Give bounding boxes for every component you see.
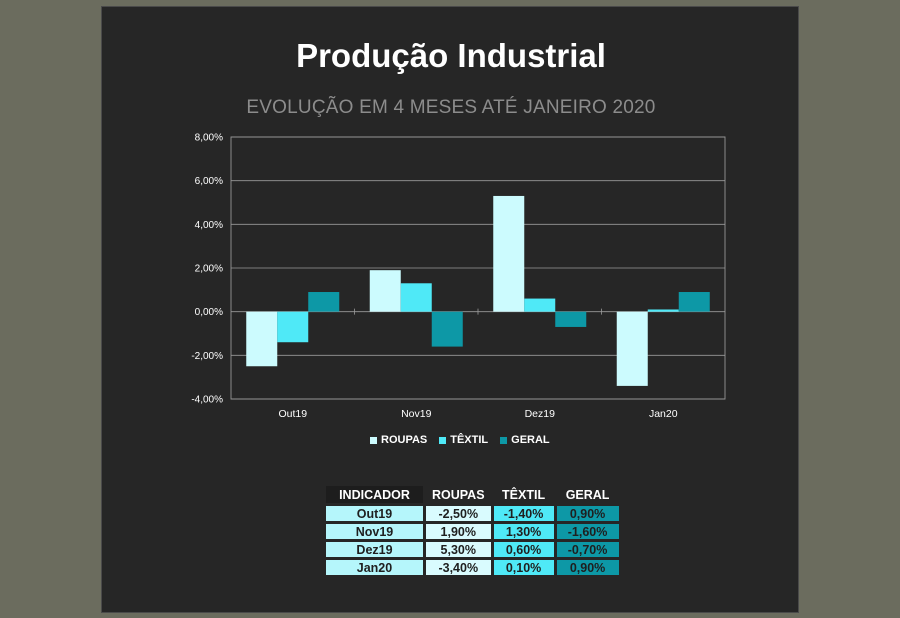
cell-textil: 1,30% [493, 524, 554, 539]
table-row: Jan20 -3,40% 0,10% 0,90% [326, 560, 619, 575]
cell-geral: -0,70% [556, 542, 619, 557]
header-indicador: INDICADOR [326, 486, 423, 503]
chart-panel: Produção Industrial EVOLUÇÃO EM 4 MESES … [101, 6, 799, 613]
y-tick-label: -2,00% [191, 351, 223, 362]
table-row: Dez19 5,30% 0,60% -0,70% [326, 542, 619, 557]
bar-roupas-nov19 [369, 270, 401, 312]
table-row: Nov19 1,90% 1,30% -1,60% [326, 524, 619, 539]
legend-item-roupas: ROUPAS [370, 434, 427, 446]
table-row: Out19 -2,50% -1,40% 0,90% [326, 506, 619, 521]
x-tick-label: Out19 [278, 408, 307, 420]
legend-item-textil: TÊXTIL [439, 434, 488, 446]
cell-indicador: Out19 [326, 506, 423, 521]
chart-subtitle: EVOLUÇÃO EM 4 MESES ATÉ JANEIRO 2020 [246, 97, 656, 118]
cell-indicador: Jan20 [326, 560, 423, 575]
cell-textil: -1,40% [493, 506, 554, 521]
table-header-row: INDICADOR ROUPAS TÊXTIL GERAL [326, 486, 619, 503]
bar-geral-jan20 [678, 292, 710, 312]
legend-label-textil: TÊXTIL [450, 434, 489, 446]
bar-textil-dez19 [524, 298, 556, 312]
y-tick-label: 8,00% [195, 133, 223, 144]
cell-roupas: -3,40% [426, 560, 491, 575]
bar-roupas-dez19 [493, 195, 525, 312]
bar-chart: -4,00% -2,00% 0,00% 2,00% 4,00% 6,00% 8,00% Out… [191, 133, 726, 420]
legend-label-roupas: ROUPAS [381, 434, 428, 446]
y-tick-label: -4,00% [191, 395, 223, 406]
bar-roupas-out19 [246, 311, 278, 367]
legend-label-geral: GERAL [511, 434, 550, 446]
header-roupas: ROUPAS [432, 487, 485, 502]
header-textil: TÊXTIL [502, 487, 546, 502]
bar-textil-jan20 [647, 309, 679, 312]
x-tick-label: Dez19 [525, 408, 556, 420]
legend-item-geral: GERAL [500, 434, 550, 446]
cell-geral: -1,60% [556, 524, 619, 539]
legend-swatch-roupas [370, 436, 377, 444]
cell-indicador: Dez19 [326, 542, 423, 557]
x-tick-label: Jan20 [649, 408, 678, 420]
y-tick-label: 6,00% [195, 176, 223, 187]
cell-indicador: Nov19 [326, 524, 423, 539]
cell-roupas: 5,30% [426, 542, 491, 557]
chart-legend: ROUPAS TÊXTIL GERAL [370, 434, 550, 446]
bar-textil-nov19 [400, 283, 432, 312]
cell-roupas: -2,50% [426, 506, 491, 521]
cell-textil: 0,60% [493, 542, 554, 557]
bar-geral-dez19 [555, 311, 587, 327]
y-tick-label: 2,00% [195, 264, 223, 275]
y-tick-label: 4,00% [195, 220, 223, 231]
y-tick-label: 0,00% [195, 307, 223, 318]
cell-geral: 0,90% [556, 560, 619, 575]
data-table: INDICADOR ROUPAS TÊXTIL GERAL Out19 -2,5… [323, 483, 622, 578]
header-geral: GERAL [565, 487, 610, 502]
bar-roupas-jan20 [616, 311, 648, 386]
x-tick-label: Nov19 [401, 408, 432, 420]
bar-textil-out19 [277, 311, 309, 343]
legend-swatch-textil [439, 436, 447, 444]
cell-geral: 0,90% [556, 506, 619, 521]
bar-geral-nov19 [431, 311, 463, 347]
chart-title: Produção Industrial [296, 37, 606, 74]
legend-swatch-geral [500, 436, 508, 444]
bar-geral-out19 [308, 292, 340, 312]
cell-roupas: 1,90% [426, 524, 491, 539]
cell-textil: 0,10% [493, 560, 554, 575]
